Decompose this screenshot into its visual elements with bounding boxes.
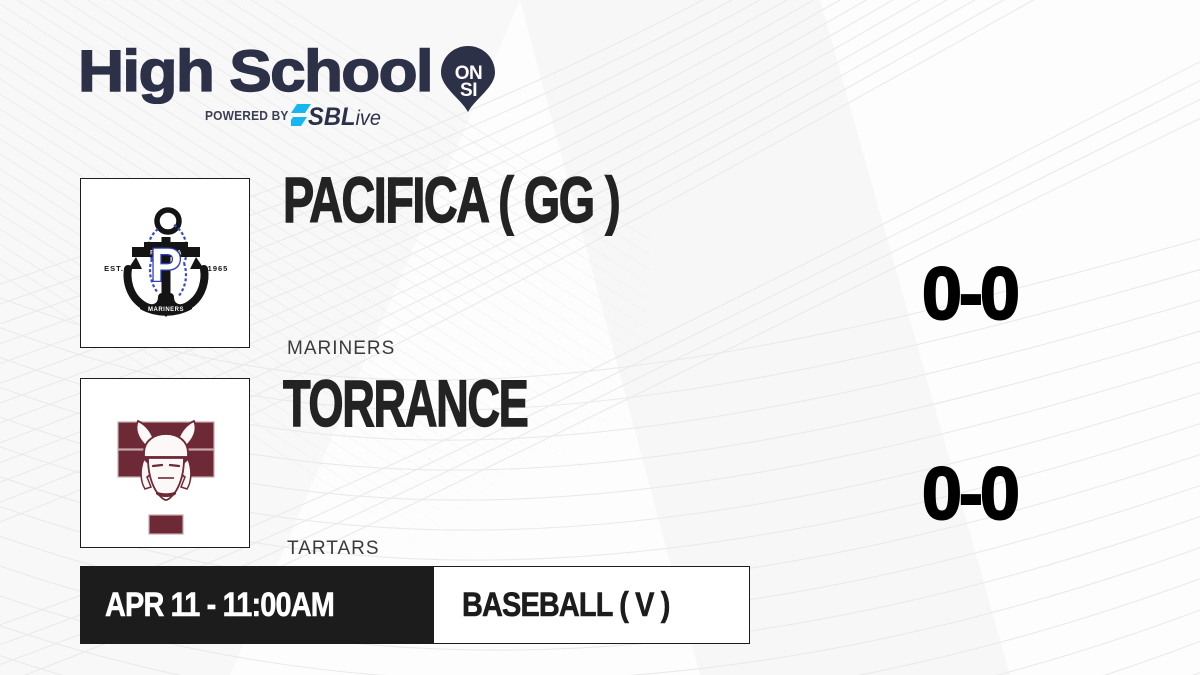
svg-text:P: P bbox=[151, 239, 182, 291]
svg-text:SI: SI bbox=[460, 80, 477, 101]
svg-text:EST.: EST. bbox=[104, 264, 124, 273]
svg-text:1965: 1965 bbox=[208, 264, 229, 273]
svg-text:MARINERS: MARINERS bbox=[148, 307, 184, 313]
